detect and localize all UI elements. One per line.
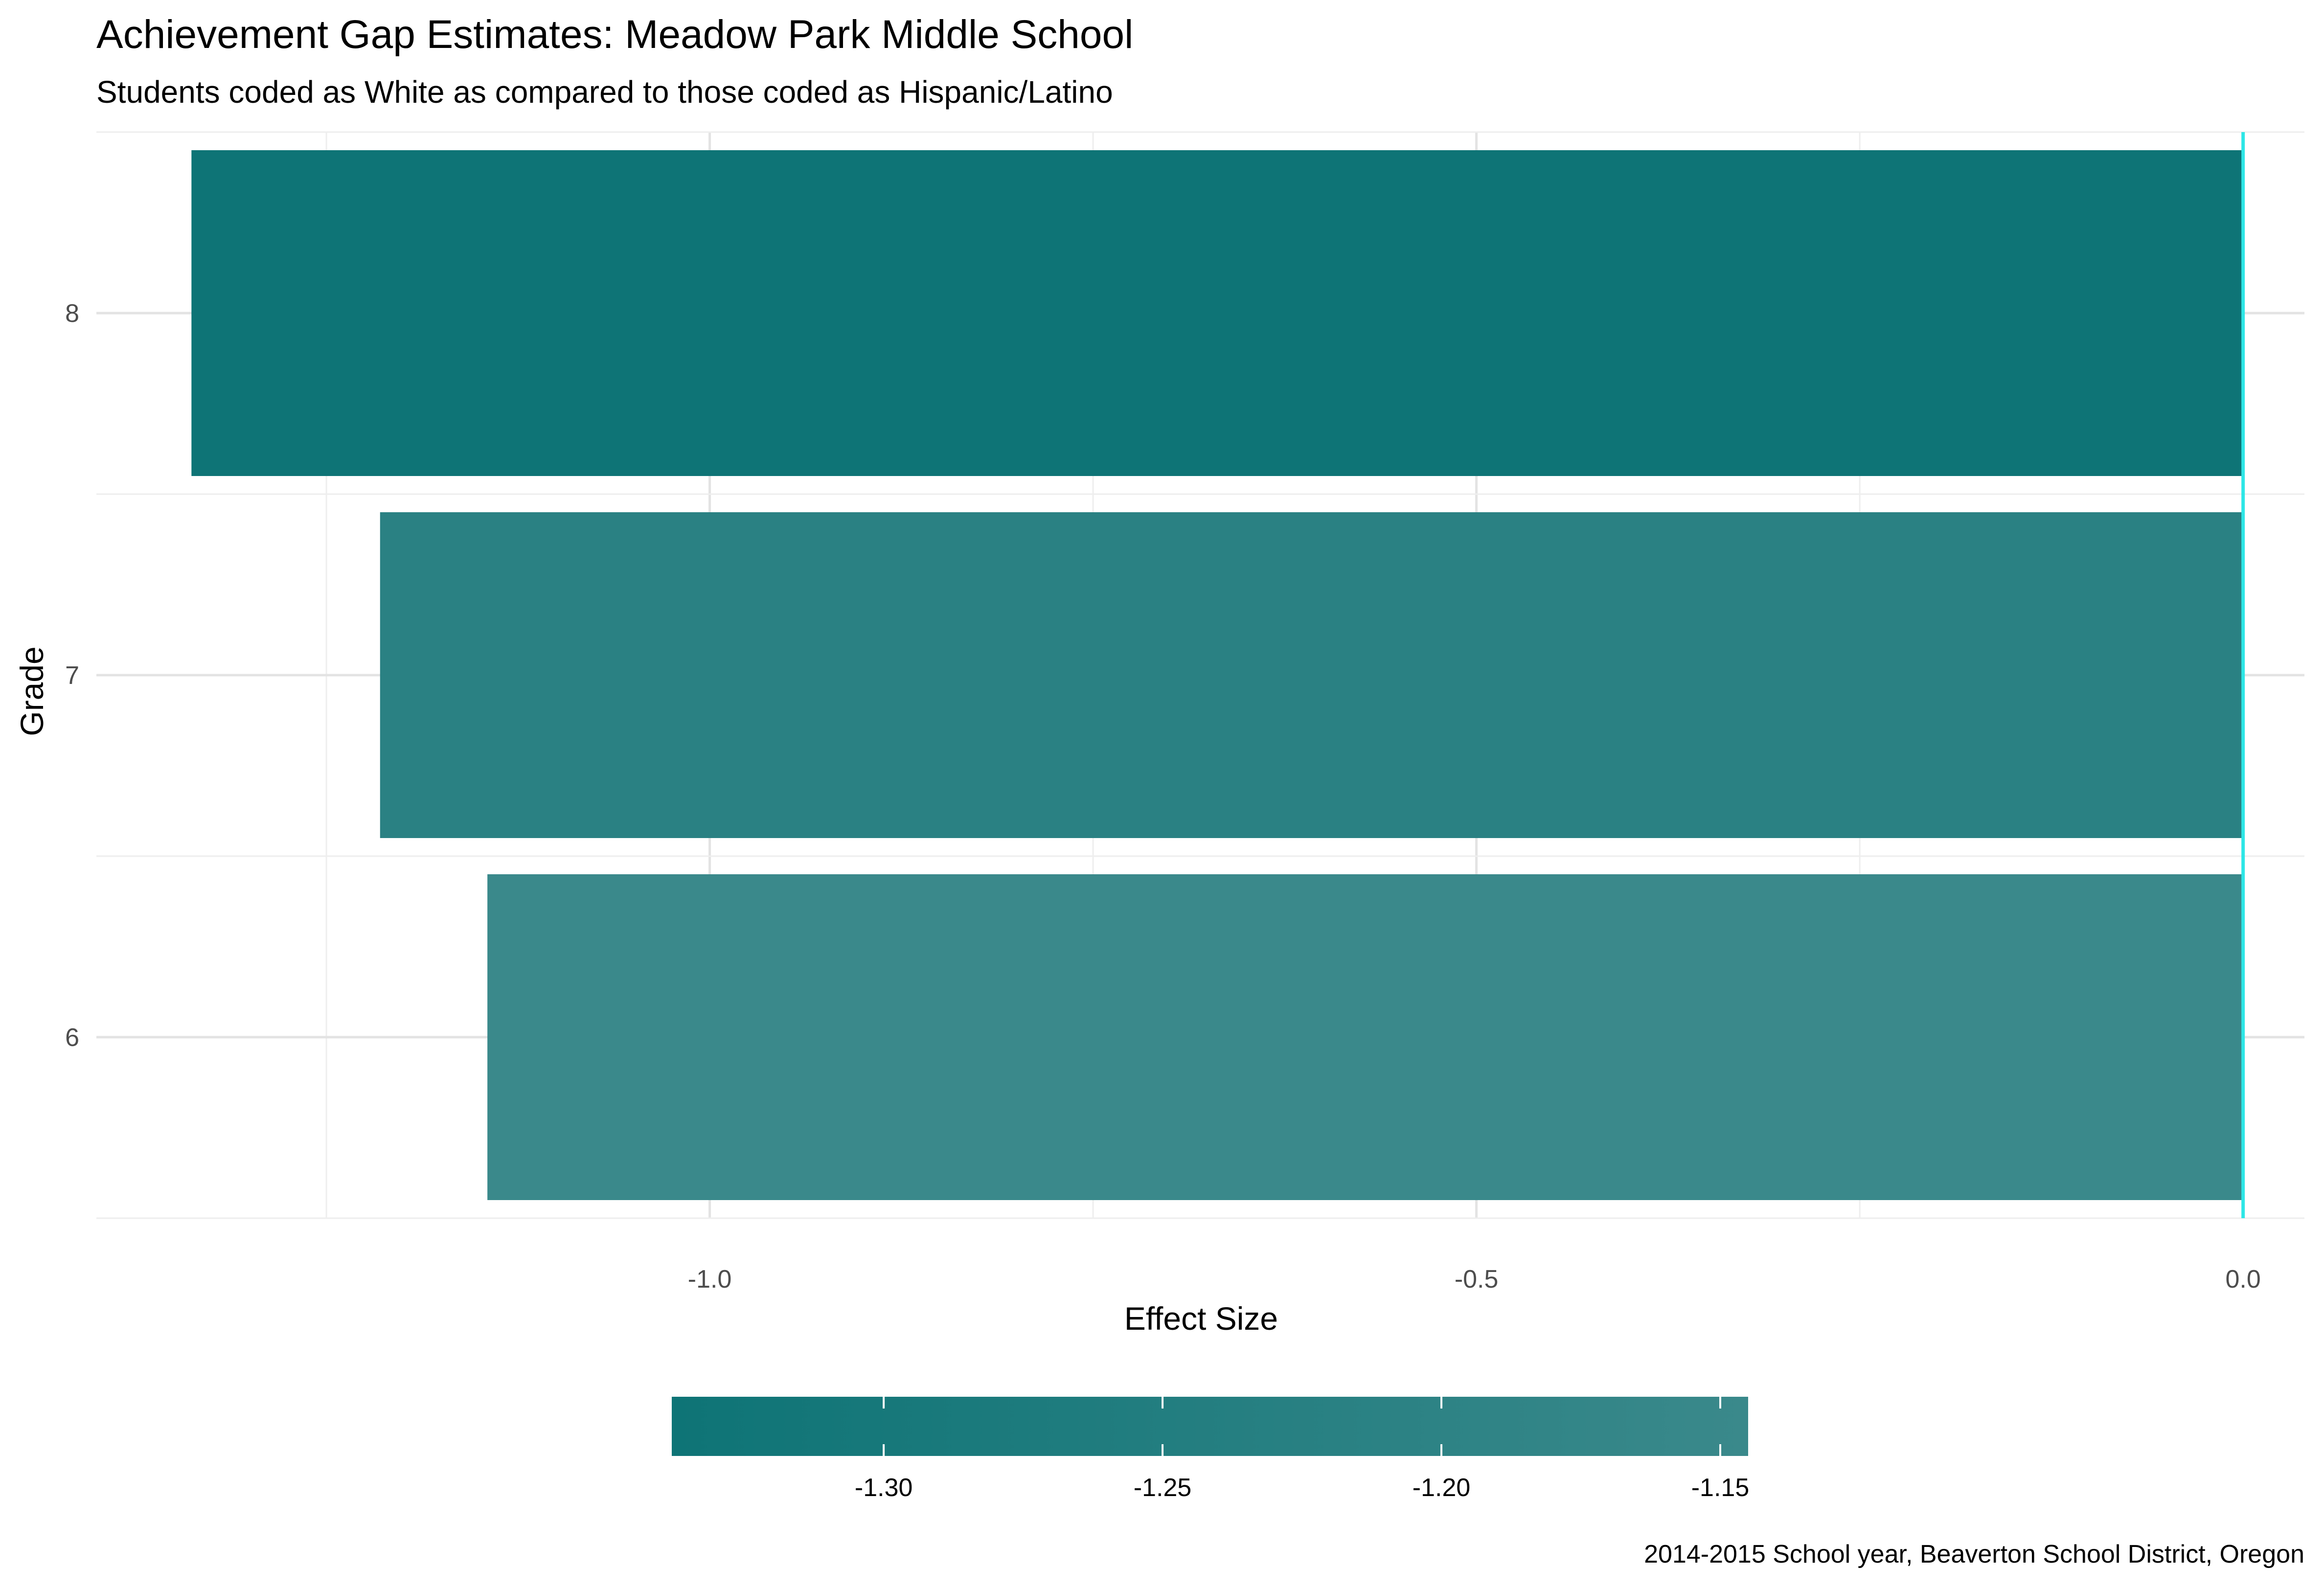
y-axis-title: Grade [14, 646, 50, 736]
x-tick-label: 0.0 [2225, 1265, 2260, 1294]
x-tick-label: -0.5 [1455, 1265, 1499, 1294]
bars [191, 150, 2243, 1200]
y-tick-label: 8 [65, 299, 79, 328]
x-tick-label: -1.0 [688, 1265, 732, 1294]
x-axis-ticks: -1.0 -0.5 0.0 [688, 1265, 2261, 1294]
y-tick-label: 7 [65, 661, 79, 690]
chart-subtitle: Students coded as White as compared to t… [96, 74, 1113, 110]
colorbar-tick-label: -1.30 [855, 1474, 913, 1502]
bar-grade-6 [487, 874, 2243, 1200]
colorbar-tick-label: -1.20 [1413, 1474, 1471, 1502]
colorbar [672, 1397, 1748, 1456]
chart-title: Achievement Gap Estimates: Meadow Park M… [96, 12, 1133, 57]
y-axis-ticks: 6 7 8 [65, 299, 79, 1052]
bar-grade-8 [191, 150, 2243, 476]
bar-grade-7 [380, 512, 2243, 838]
colorbar-tick-label: -1.25 [1134, 1474, 1192, 1502]
colorbar-ticks: -1.30 -1.25 -1.20 -1.15 [855, 1397, 1749, 1502]
x-axis-title: Effect Size [1124, 1300, 1278, 1337]
chart-caption: 2014-2015 School year, Beaverton School … [1644, 1540, 2304, 1568]
colorbar-tick-label: -1.15 [1691, 1474, 1750, 1502]
y-tick-label: 6 [65, 1023, 79, 1052]
